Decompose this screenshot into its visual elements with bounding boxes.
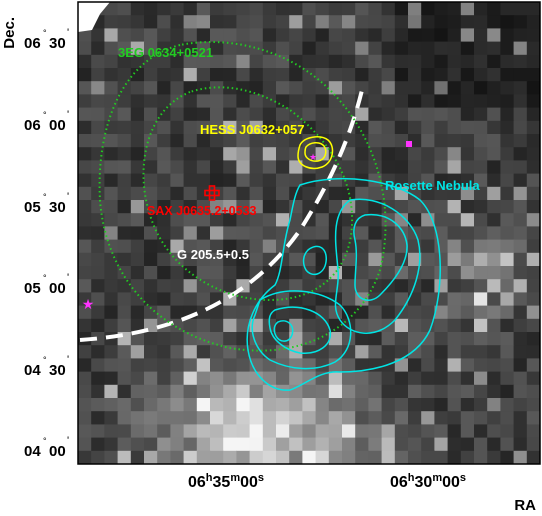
hess-contour-inner	[304, 142, 327, 162]
degree-mark: °	[43, 192, 47, 202]
magenta-star-icon: ★	[309, 153, 317, 163]
y-tick-degrees: 06	[24, 117, 41, 134]
x-axis-title: RA	[514, 497, 536, 514]
label-snr: G 205.5+0.5	[177, 247, 249, 262]
label-egret: 3EG 0634+0521	[118, 45, 213, 60]
degree-mark: °	[43, 355, 47, 365]
rosette-contour-2	[334, 198, 421, 334]
x-tick-label: 06h30m00s	[390, 472, 466, 491]
y-tick-minutes: 00	[49, 117, 66, 134]
sky-pixel-grid	[78, 2, 540, 464]
degree-mark: °	[43, 110, 47, 120]
sax-cross-icon	[204, 185, 220, 201]
y-axis-title: Dec.	[1, 17, 18, 49]
minute-mark: '	[67, 191, 69, 203]
rosette-contour-6	[302, 245, 327, 276]
y-tick-label: 05°00'	[24, 272, 69, 297]
y-tick-degrees: 04	[24, 362, 41, 379]
magenta-dot-icon	[406, 141, 412, 147]
rosette-contours	[246, 177, 441, 391]
y-tick-label: 04°00'	[24, 435, 69, 460]
egret-contour-inner	[142, 86, 354, 302]
rosette-contour-4	[251, 290, 352, 370]
rosette-contour-7	[273, 320, 294, 342]
rosette-contour-3	[353, 213, 408, 301]
plot-frame	[77, 1, 541, 465]
y-tick-minutes: 30	[49, 199, 66, 216]
snr-shell-arc	[79, 89, 364, 342]
hess-contour-outer	[297, 136, 334, 170]
y-tick-minutes: 00	[49, 443, 66, 460]
x-tick-label: 06h35m00s	[188, 472, 264, 491]
y-tick-label: 06°30'	[24, 27, 69, 52]
y-tick-minutes: 30	[49, 35, 66, 52]
y-tick-labels: 06°30'06°00'05°30'05°00'04°30'04°00'	[24, 27, 69, 460]
egret-contours	[98, 41, 387, 352]
y-tick-degrees: 05	[24, 280, 41, 297]
degree-mark: °	[43, 273, 47, 283]
rosette-contour-5	[268, 306, 332, 354]
svg-text:06h30m00s: 06h30m00s	[390, 472, 466, 491]
degree-mark: °	[43, 436, 47, 446]
y-tick-label: 06°00'	[24, 109, 69, 134]
hess-contours	[297, 136, 334, 170]
y-tick-degrees: 06	[24, 35, 41, 52]
minute-mark: '	[67, 109, 69, 121]
y-tick-label: 05°30'	[24, 191, 69, 216]
label-rosette: Rosette Nebula	[385, 178, 480, 193]
y-tick-degrees: 05	[24, 199, 41, 216]
degree-mark: °	[43, 28, 47, 38]
y-tick-minutes: 00	[49, 280, 66, 297]
y-tick-minutes: 30	[49, 362, 66, 379]
magenta-star-icon: ★	[82, 297, 95, 313]
minute-mark: '	[67, 27, 69, 39]
label-hess: HESS J0632+057	[200, 122, 304, 137]
rosette-contour-1	[246, 177, 441, 391]
minute-mark: '	[67, 272, 69, 284]
svg-text:06h35m00s: 06h35m00s	[188, 472, 264, 491]
egret-contour-outer	[98, 41, 387, 352]
minute-mark: '	[67, 435, 69, 447]
y-tick-degrees: 04	[24, 443, 41, 460]
minute-mark: '	[67, 354, 69, 366]
x-tick-labels: 06h35m00s 06h30m00s	[188, 472, 466, 491]
label-sax: SAX J0635.2+0533	[147, 204, 257, 218]
y-tick-label: 04°30'	[24, 354, 69, 379]
